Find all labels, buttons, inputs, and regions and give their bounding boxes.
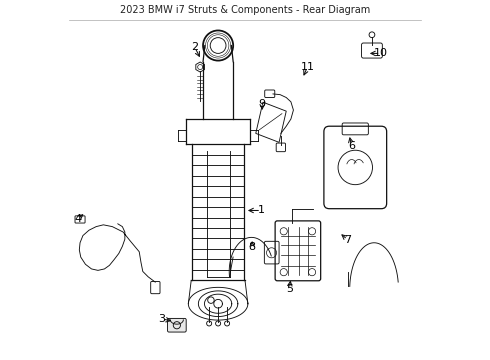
Text: 8: 8 xyxy=(248,242,256,252)
Text: 6: 6 xyxy=(348,140,355,150)
Text: 2023 BMW i7 Struts & Components - Rear Diagram: 2023 BMW i7 Struts & Components - Rear D… xyxy=(120,5,370,15)
Text: 9: 9 xyxy=(259,99,266,109)
Text: 2: 2 xyxy=(191,42,198,52)
Text: 1: 1 xyxy=(258,206,265,216)
Text: 3: 3 xyxy=(158,314,165,324)
Text: 5: 5 xyxy=(286,284,293,294)
Text: 7: 7 xyxy=(344,234,351,244)
FancyBboxPatch shape xyxy=(168,319,186,332)
Text: 4: 4 xyxy=(74,214,81,224)
Text: 10: 10 xyxy=(373,48,388,58)
Text: 11: 11 xyxy=(300,62,315,72)
